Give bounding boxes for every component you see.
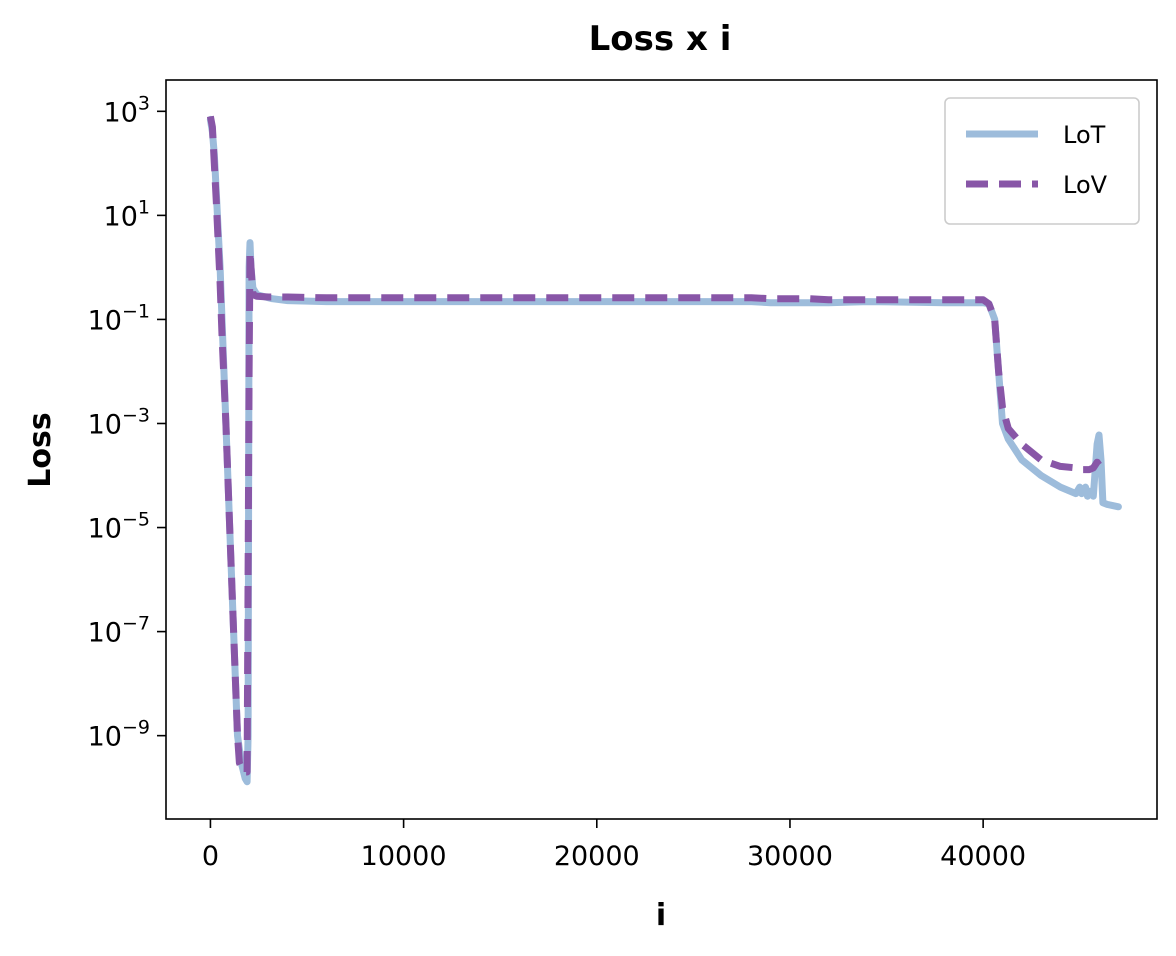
- y-tick-label: 10−9: [88, 717, 150, 753]
- x-axis: 0 10000 20000 30000 40000: [202, 819, 1026, 872]
- x-tick-label: 40000: [940, 841, 1026, 872]
- y-tick-label: 101: [104, 196, 150, 232]
- y-axis-label: Loss: [23, 412, 58, 487]
- x-axis-label: i: [656, 898, 666, 933]
- y-tick-label: 103: [104, 92, 150, 128]
- y-tick-label: 10−3: [88, 404, 150, 440]
- x-tick-label: 30000: [747, 841, 833, 872]
- plot-area: [206, 115, 1122, 786]
- x-tick-label: 10000: [361, 841, 447, 872]
- y-tick-label: 10−1: [88, 300, 150, 336]
- y-tick-label: 10−5: [88, 509, 150, 545]
- x-tick-label: 20000: [554, 841, 640, 872]
- x-tick-label: 0: [202, 841, 219, 872]
- legend-box: [944, 97, 1140, 225]
- plot-frame: [165, 79, 1158, 820]
- legend: LoT LoV: [944, 97, 1140, 225]
- legend-label-lov: LoV: [1063, 171, 1108, 199]
- y-tick-label: 10−7: [88, 613, 150, 649]
- legend-label-lot: LoT: [1063, 121, 1106, 149]
- y-axis: 10−9 10−7 10−5 10−3 10−1 101 103: [88, 92, 166, 753]
- series-line-lov: [206, 115, 1102, 776]
- chart-title: Loss x i: [589, 19, 732, 59]
